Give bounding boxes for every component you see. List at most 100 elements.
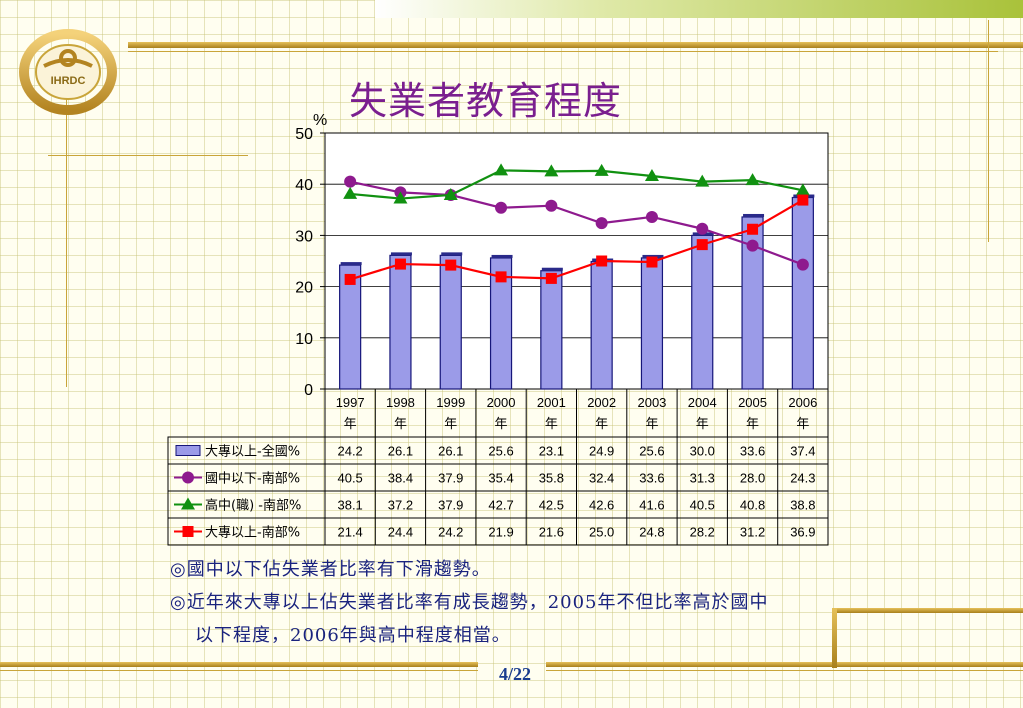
- x-tick-label-unit: 年: [696, 417, 709, 432]
- series-point: [745, 173, 760, 186]
- series-point: [393, 191, 408, 204]
- bar: [439, 254, 462, 390]
- table-cell: 36.9: [790, 525, 815, 540]
- right-thin-rule: [988, 20, 989, 242]
- bar: [640, 257, 664, 390]
- table-cell: 25.6: [639, 444, 664, 459]
- line-series: [343, 163, 810, 285]
- table-cell: 28.2: [690, 525, 715, 540]
- table-cell: 35.8: [539, 471, 564, 486]
- table-cell: 42.6: [589, 498, 614, 513]
- x-tick-label-year: 1998: [386, 395, 415, 410]
- bar-top: [340, 262, 362, 266]
- legend-marker: [182, 526, 194, 537]
- y-tick-label: 10: [295, 331, 313, 348]
- slide-title: 失業者教育程度: [349, 79, 623, 123]
- data-table: 大專以上-全國% 24.2 26.1 26.1 25.6 23.1 24.9 25.6 30.0…: [167, 436, 829, 546]
- x-tick-label-year: 2002: [587, 395, 616, 410]
- table-cell: 33.6: [639, 471, 664, 486]
- table-cell: 24.8: [639, 525, 664, 540]
- bar-top: [541, 267, 563, 271]
- bar-top: [642, 254, 664, 258]
- series-point: [544, 164, 559, 177]
- series-point: [696, 222, 709, 235]
- series-point: [646, 256, 658, 268]
- table-cell: 24.9: [589, 444, 614, 459]
- table-cell: 24.2: [438, 525, 463, 540]
- series-point: [596, 255, 608, 267]
- table-cell: 33.6: [740, 444, 765, 459]
- table-cell: 30.0: [690, 444, 715, 459]
- bullet-3: 以下程度，2006年與高中程度相當。: [195, 625, 511, 646]
- y-tick-label: 0: [304, 382, 313, 399]
- y-tick-label: 30: [295, 228, 313, 245]
- series-point: [545, 272, 557, 284]
- bottom-thin-rule-right: [546, 670, 1023, 671]
- series-point: [695, 174, 710, 187]
- table-cell: 40.5: [337, 471, 362, 486]
- x-tick-label-unit: 年: [444, 417, 457, 432]
- x-tick-label-unit: 年: [495, 417, 508, 432]
- table-cell: 38.1: [337, 498, 362, 513]
- page-number: 4/22: [498, 664, 531, 684]
- table-cell: 24.4: [388, 525, 413, 540]
- table-cell: 38.4: [388, 471, 413, 486]
- series-point: [696, 239, 708, 251]
- table-cell: 32.4: [589, 471, 614, 486]
- series-point: [495, 271, 507, 283]
- x-tick-label-year: 2004: [688, 395, 717, 410]
- series-point: [595, 217, 608, 230]
- series-point: [747, 223, 759, 235]
- x-tick-label-unit: 年: [645, 417, 658, 432]
- series-point: [494, 163, 509, 176]
- x-tick-label-unit: 年: [344, 417, 357, 432]
- x-tick-label-unit: 年: [545, 417, 558, 432]
- bar: [540, 270, 563, 390]
- series-point: [344, 175, 357, 188]
- table-cell: 21.4: [337, 525, 362, 540]
- table-cell: 31.2: [740, 525, 765, 540]
- left-thin-rule: [66, 92, 67, 387]
- table-cell: 25.6: [488, 444, 513, 459]
- series-point: [746, 239, 759, 252]
- bar-top: [743, 213, 765, 217]
- logo-text: IHRDC: [51, 75, 86, 87]
- x-tick-label-unit: 年: [796, 417, 809, 432]
- legend-label: 大專以上-南部%: [205, 525, 300, 541]
- legend-marker: [182, 471, 194, 484]
- bar: [489, 257, 513, 390]
- series-point: [644, 169, 659, 182]
- series-point: [344, 273, 356, 285]
- legend-label: 國中以下-南部%: [205, 471, 300, 487]
- legend-swatch: [175, 445, 201, 456]
- table-cell: 40.8: [740, 498, 765, 513]
- series-point: [443, 187, 458, 200]
- table-cell: 23.1: [539, 444, 564, 459]
- bottom-right-gold-rule: [832, 608, 1023, 613]
- bullet-2: ◎近年來大專以上佔失業者比率有成長趨勢，2005年不但比率高於國中: [170, 592, 769, 613]
- table-cell: 38.8: [790, 498, 815, 513]
- series-point: [495, 201, 508, 214]
- x-tick-label-year: 1999: [436, 395, 465, 410]
- y-tick-label: 40: [295, 177, 313, 194]
- x-tick-label-year: 2001: [537, 395, 566, 410]
- bottom-right-gold-post: [832, 608, 837, 668]
- bar-top: [491, 254, 513, 258]
- table-cell: 26.1: [388, 444, 413, 459]
- bar: [691, 234, 714, 390]
- bar-top: [390, 252, 412, 256]
- bottom-gold-rule-left: [0, 662, 478, 667]
- x-tick-label-year: 2000: [487, 395, 516, 410]
- top-gold-rule: [128, 42, 1023, 48]
- series-point: [796, 258, 809, 271]
- table-cell: 25.0: [589, 525, 614, 540]
- top-gradient-band: [375, 0, 1023, 18]
- table-cell: 37.4: [790, 444, 815, 459]
- table-cell: 40.5: [690, 498, 715, 513]
- table-cell: 37.2: [388, 498, 413, 513]
- series-point: [797, 194, 809, 206]
- series-point: [343, 186, 358, 199]
- table-cell: 26.1: [438, 444, 463, 459]
- left-cross-rule: [48, 155, 248, 156]
- x-tick-label-year: 2005: [738, 395, 767, 410]
